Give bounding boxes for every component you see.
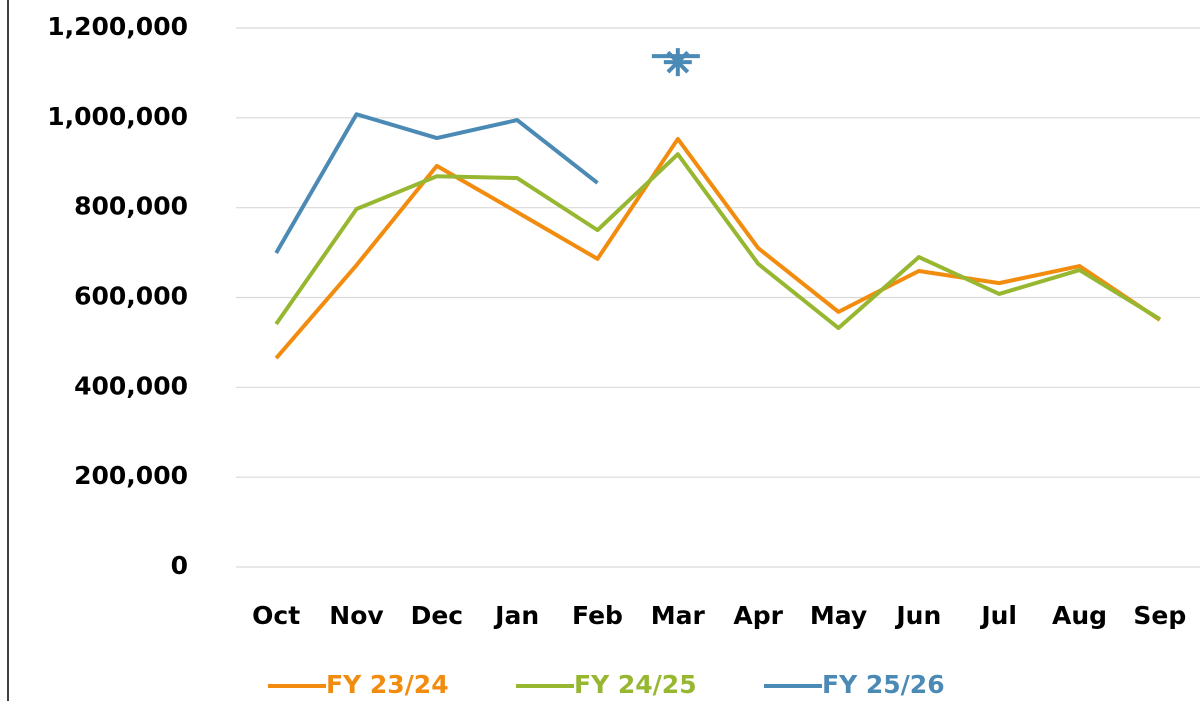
x-tick-label: Jan	[493, 601, 539, 630]
marker-ray	[666, 50, 690, 74]
x-tick-label: Jun	[894, 601, 941, 630]
legend-label: FY 24/25	[574, 670, 697, 699]
legend-label: FY 25/26	[822, 670, 945, 699]
y-tick-label: 1,000,000	[47, 102, 188, 131]
series-line	[274, 152, 1161, 331]
series-line	[274, 112, 599, 255]
x-tick-label: Oct	[252, 601, 300, 630]
x-tick-label: Jul	[979, 601, 1017, 630]
x-tick-label: Aug	[1052, 601, 1107, 630]
y-tick-label: 800,000	[74, 192, 188, 221]
star-marker	[651, 48, 700, 77]
y-tick-label: 1,200,000	[47, 12, 188, 41]
x-tick-label: Sep	[1133, 601, 1186, 630]
series-line	[274, 136, 1161, 360]
x-tick-label: Nov	[329, 601, 383, 630]
y-tick-label: 200,000	[74, 461, 188, 490]
y-tick-label: 400,000	[74, 371, 188, 400]
x-tick-label: May	[810, 601, 867, 630]
x-tick-label: Mar	[651, 601, 706, 630]
x-tick-label: Dec	[411, 601, 464, 630]
y-tick-label: 600,000	[74, 282, 188, 311]
x-tick-label: Apr	[733, 601, 783, 630]
y-tick-label: 0	[171, 551, 188, 580]
legend-label: FY 23/24	[326, 670, 449, 699]
x-tick-label: Feb	[572, 601, 623, 630]
